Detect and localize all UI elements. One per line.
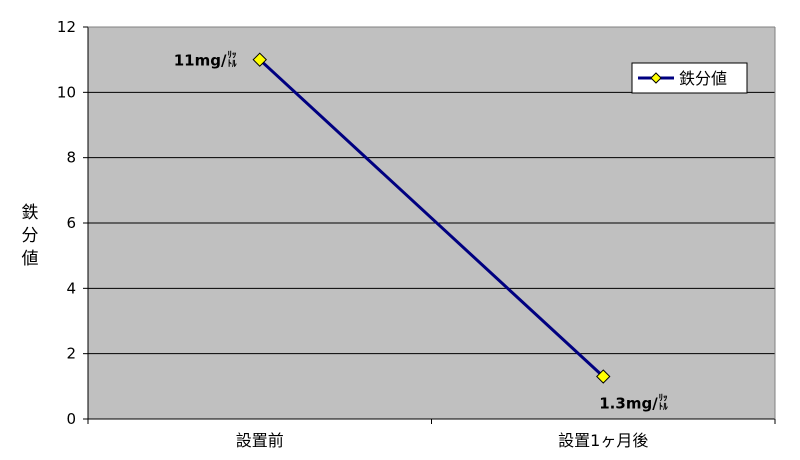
data-label-unit-bottom: ﾄﾙ — [227, 59, 237, 70]
y-tick-label: 8 — [66, 149, 76, 167]
y-axis-label-char: 値 — [22, 249, 39, 269]
data-label-value: 11mg/ — [174, 52, 227, 70]
y-axis-label-char: 鉄 — [22, 203, 39, 223]
x-category-label: 設置1ヶ月後 — [558, 431, 648, 450]
series-line — [258, 58, 605, 378]
data-label-unit-bottom: ﾄﾙ — [659, 402, 669, 413]
data-point-marker — [252, 52, 267, 67]
legend: 鉄分値 — [631, 62, 748, 94]
y-tick-label: 0 — [66, 410, 76, 428]
y-axis-label-char: 分 — [22, 226, 39, 246]
y-tick-label: 2 — [66, 345, 76, 363]
data-label-unit-top: ﾘｯ — [659, 393, 669, 404]
y-tick-label: 10 — [57, 83, 76, 101]
x-category-label: 設置前 — [236, 431, 284, 450]
legend-marker-swatch — [650, 72, 662, 84]
data-label-value: 1.3mg/ — [599, 395, 658, 413]
legend-entry-label: 鉄分値 — [679, 69, 727, 88]
y-tick-label: 12 — [57, 18, 76, 36]
data-point-marker — [596, 369, 611, 384]
y-axis-label: 鉄分値 — [22, 203, 39, 269]
y-tick-label: 6 — [66, 214, 76, 232]
y-tick-label: 4 — [66, 279, 76, 297]
data-label-unit-top: ﾘｯ — [227, 50, 237, 61]
